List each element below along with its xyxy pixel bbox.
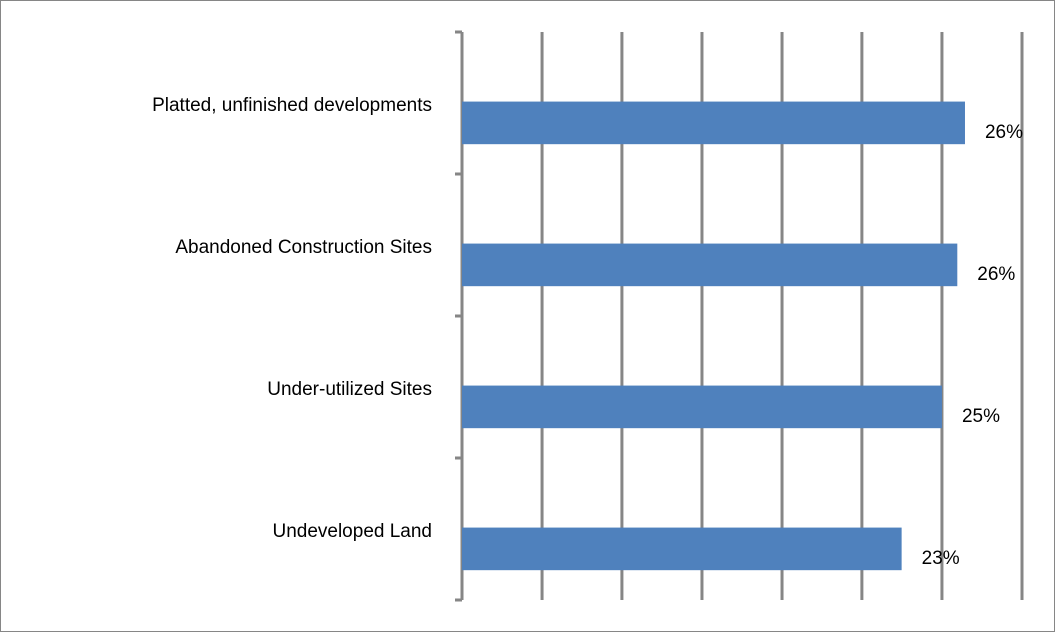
data-label: 26%	[977, 264, 1015, 285]
y-tick-label: Under-utilized Sites	[267, 379, 432, 400]
y-tick-label: Undeveloped Land	[272, 521, 432, 542]
data-label: 23%	[922, 548, 960, 569]
bar	[462, 243, 958, 287]
y-tick-label: Abandoned Construction Sites	[175, 237, 432, 258]
bar	[462, 527, 902, 571]
bar	[462, 385, 942, 429]
bar	[462, 101, 965, 145]
y-tick-label: Platted, unfinished developments	[152, 95, 432, 116]
data-label: 25%	[962, 406, 1000, 427]
data-label: 26%	[985, 122, 1023, 143]
